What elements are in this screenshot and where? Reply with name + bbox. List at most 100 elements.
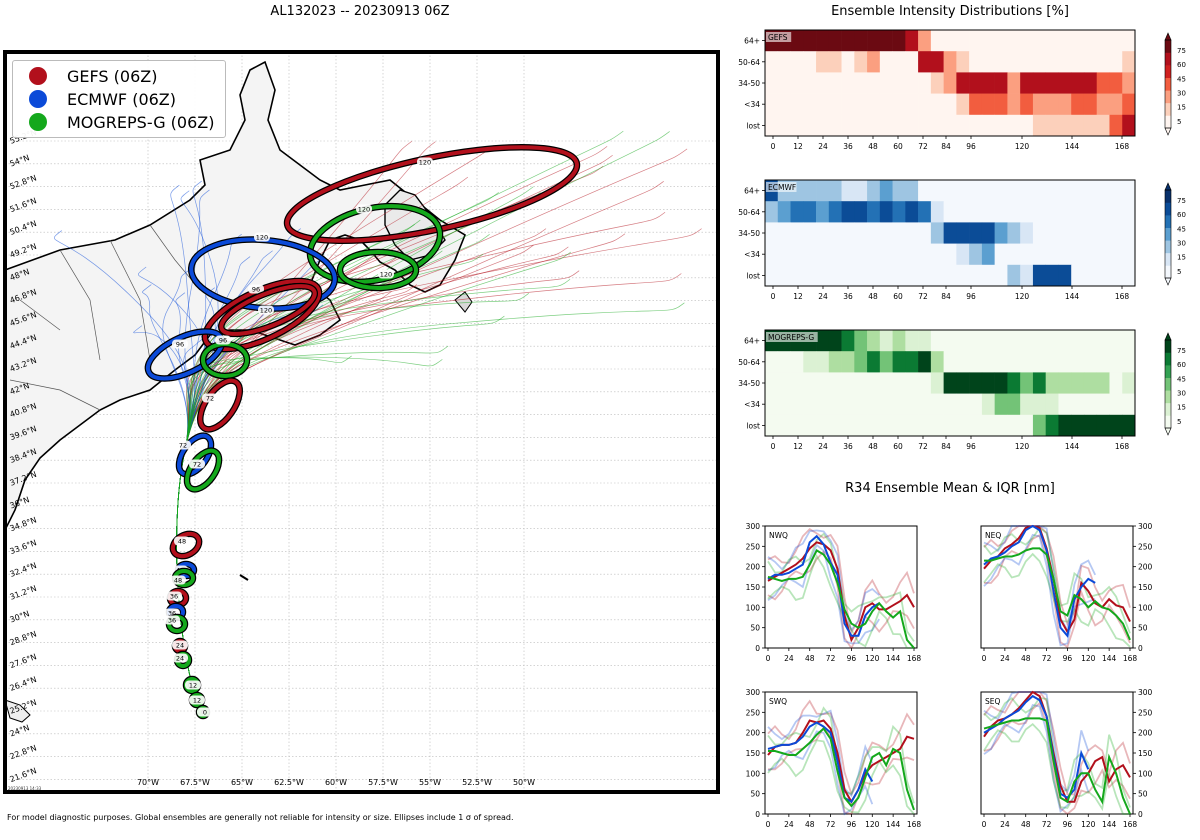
heatmap-cell	[1096, 51, 1110, 73]
forecast-hour-label: 120	[256, 234, 268, 242]
heatmap-cell	[930, 264, 944, 287]
x-tick-label: 36	[843, 142, 853, 151]
heatmap-cell	[1007, 243, 1021, 266]
heatmap-cell	[994, 414, 1008, 437]
heatmap-cell	[1096, 114, 1110, 137]
heatmap-cell	[956, 351, 970, 373]
heatmap-cell	[1032, 222, 1046, 244]
heatmap-cell	[1020, 93, 1034, 116]
spread-ellipse	[338, 250, 418, 290]
heatmap-cell	[1109, 414, 1123, 437]
colorbar-tick-label: 45	[1177, 75, 1186, 83]
x-tick-label: 24	[1000, 654, 1010, 663]
heatmap-cell	[905, 201, 919, 223]
x-tick-label: 120	[1081, 654, 1096, 663]
y-tick-label: 250	[1138, 708, 1153, 717]
heatmap-cell	[765, 372, 779, 394]
r34-iqr-line	[767, 726, 915, 816]
heatmap-cell	[1032, 414, 1046, 437]
r34-panel-nwq: 0 50 100 150 200 250 300 0 24 48 72 96 120 144 168 NWQ	[746, 522, 922, 663]
r34-iqr-line	[767, 527, 915, 635]
heatmap-cell	[918, 51, 932, 73]
forecast-hour-label-bg	[258, 305, 274, 315]
heatmap-cell	[1020, 414, 1034, 437]
heatmap-cell	[841, 114, 855, 137]
heatmap-cell	[803, 243, 817, 266]
heatmap-cell	[1032, 243, 1046, 266]
colorbar-extend-top	[1164, 32, 1172, 41]
heatmap-cell	[943, 72, 957, 94]
heatmap-cell	[816, 264, 830, 287]
forecast-hour-label: 24	[176, 642, 184, 650]
heatmap-cell	[803, 264, 817, 287]
heatmap-cell	[1007, 30, 1021, 52]
y-tick-label: 0	[1138, 644, 1143, 653]
y-tick-label: 0	[1138, 810, 1143, 819]
heatmap-cell	[1032, 51, 1046, 73]
heatmap-cell	[943, 264, 957, 287]
timestamp-stamp: 20230913 14:33	[8, 786, 42, 791]
heatmap-cell	[1122, 372, 1136, 394]
heatmap-cell	[854, 93, 868, 116]
heatmap-cell	[828, 51, 842, 73]
heatmap-cell	[790, 393, 804, 416]
heatmap-cell	[1007, 201, 1021, 223]
heatmap-cell	[969, 51, 983, 73]
forecast-hour-label: 96	[219, 337, 227, 345]
heatmap-cell	[918, 180, 932, 202]
x-tick-label: 48	[868, 292, 878, 301]
heatmap-cell	[1045, 264, 1059, 287]
heatmap-cell	[905, 372, 919, 394]
heatmap-cell	[841, 393, 855, 416]
r34-panel-neq: 0 50 100 150 200 250 300 0 24 48 72 96 120 144 168 NEQ	[980, 522, 1153, 663]
y-tick-label: 64+	[744, 187, 760, 196]
x-tick-label: 84	[941, 292, 951, 301]
heatmap-cell	[854, 393, 868, 416]
model-tag: GEFS	[768, 33, 788, 42]
heatmap-cell	[892, 51, 906, 73]
heatmap-cell	[828, 414, 842, 437]
heatmap-cell	[930, 414, 944, 437]
heatmap-cell	[1083, 222, 1098, 244]
colorbar-segment	[1165, 365, 1171, 379]
forecast-hour-label: 120	[419, 159, 431, 167]
heatmap-cell	[905, 393, 919, 416]
heatmap-cell	[943, 243, 957, 266]
r34-mean-line	[984, 547, 1131, 641]
heatmap-cell	[854, 201, 868, 223]
forecast-hour-label-bg	[166, 591, 182, 601]
r34-title: R34 Ensemble Mean & IQR [nm]	[845, 481, 1055, 496]
heatmap-cell	[828, 351, 842, 373]
x-tick-label: 96	[1063, 820, 1073, 829]
model-tag-bg	[766, 332, 818, 342]
heatmap-cell	[1109, 393, 1123, 416]
model-tag-bg	[766, 32, 792, 42]
spread-ellipse	[219, 284, 317, 336]
heatmap-cell	[777, 51, 791, 73]
colorbar-segment	[1165, 202, 1171, 216]
heatmap-cell	[1109, 180, 1123, 202]
heatmap-cell	[1032, 30, 1046, 52]
map-frame	[3, 50, 720, 794]
colorbar-extend-bottom	[1164, 127, 1172, 136]
colorbar-tick-label: 30	[1177, 90, 1186, 98]
heatmap-cell	[969, 372, 983, 394]
heatmap-cell	[777, 414, 791, 437]
colorbar-segment	[1165, 227, 1171, 241]
heatmap-cell	[981, 414, 995, 437]
heatmap-cell	[841, 222, 855, 244]
heatmap-cell	[994, 180, 1008, 202]
model-tag: MOGREPS-G	[768, 333, 814, 342]
y-tick-label: 34-50	[738, 379, 760, 388]
heatmap-cell	[1096, 372, 1110, 394]
lon-label: 57.5°W	[368, 778, 398, 787]
forecast-hour-label-bg	[356, 204, 372, 214]
heatmap-cell	[969, 264, 983, 287]
heatmap-cell	[918, 330, 932, 352]
heatmap-cell	[1122, 222, 1136, 244]
model-tag-bg	[766, 182, 797, 192]
colorbar-tick-label: 30	[1177, 240, 1186, 248]
x-tick-label: 48	[805, 820, 815, 829]
legend-item-mogreps: MOGREPS-G (06Z)	[29, 112, 214, 132]
heatmap-cell	[1071, 30, 1085, 52]
